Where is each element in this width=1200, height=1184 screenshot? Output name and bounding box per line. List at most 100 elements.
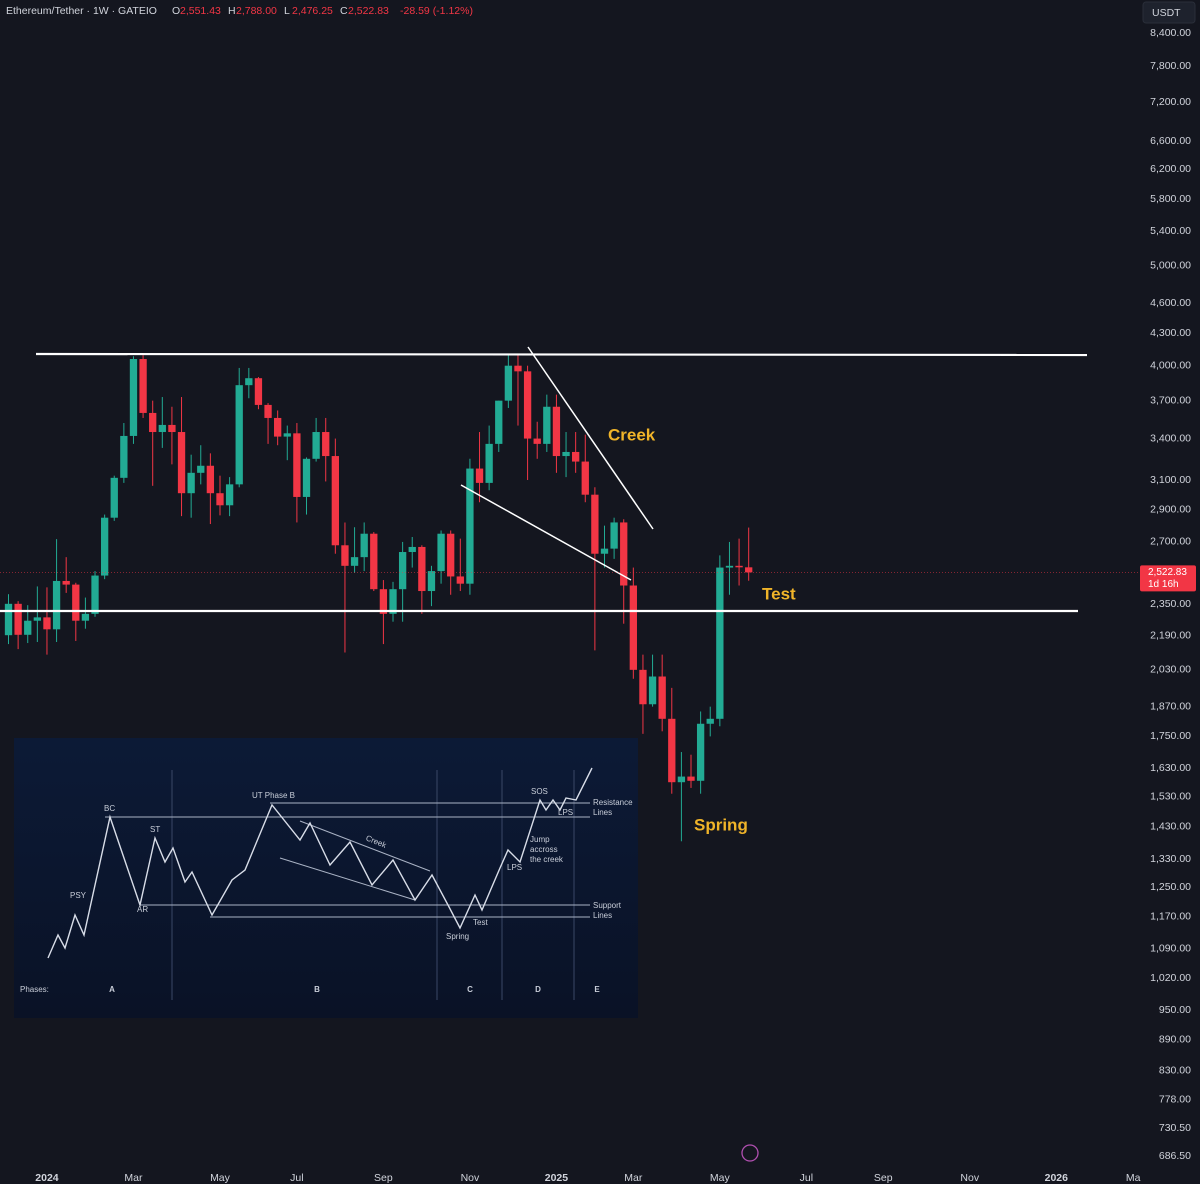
candle-body xyxy=(254,378,263,405)
symbol: Ethereum/Tether · 1W · GATEIO xyxy=(6,5,157,17)
x-tick-label: Nov xyxy=(461,1172,480,1184)
inset-event-label: ST xyxy=(150,825,160,834)
candle-body xyxy=(293,433,301,497)
inset-event-label: UT Phase B xyxy=(252,791,295,800)
inset-event-label: AR xyxy=(137,905,148,914)
y-tick-label: 2,700.00 xyxy=(1150,536,1191,548)
y-tick-label: 3,400.00 xyxy=(1150,432,1191,444)
candle-body xyxy=(370,533,378,590)
candle-body xyxy=(533,438,541,444)
inset-line-label: Resistance xyxy=(593,798,633,807)
candle-body xyxy=(91,575,99,614)
candle-body xyxy=(581,461,589,495)
candle-body xyxy=(264,404,272,418)
candle-body xyxy=(389,589,397,614)
candle-body xyxy=(437,533,445,572)
price-label-box xyxy=(1140,565,1196,592)
candle-body xyxy=(331,456,339,546)
candle-body xyxy=(475,468,484,483)
currency: USDT xyxy=(1152,7,1181,19)
y-tick-label: 2,350.00 xyxy=(1150,598,1191,610)
candle-body xyxy=(629,585,637,670)
candle-body xyxy=(745,567,753,573)
inset-phases-label: Phases: xyxy=(20,985,49,994)
y-tick-label: 1,090.00 xyxy=(1150,942,1191,954)
ohlc-value: 2,522.83 xyxy=(348,5,389,17)
candle-body xyxy=(648,676,657,705)
change: -28.59 (-1.12%) xyxy=(400,5,473,17)
candle-body xyxy=(456,576,464,584)
candles xyxy=(4,353,753,842)
currency-box xyxy=(1142,1,1196,24)
candle-body xyxy=(572,451,580,462)
price-axis-panel xyxy=(1138,0,1200,1184)
x-tick-label: Jul xyxy=(290,1172,303,1184)
inset-event-label: SOS xyxy=(531,787,548,796)
candle-body xyxy=(177,432,186,494)
y-tick-label: 3,700.00 xyxy=(1150,394,1191,406)
y-tick-label: 1,630.00 xyxy=(1150,762,1191,774)
candle-body xyxy=(379,589,388,614)
candle-body xyxy=(216,493,224,506)
candle-body xyxy=(274,417,282,437)
y-tick-label: 6,200.00 xyxy=(1150,163,1191,175)
candle-body xyxy=(245,378,253,386)
inset-event-label: accross xyxy=(530,845,558,854)
inset-line-label: Support xyxy=(593,901,622,910)
candle-body xyxy=(4,603,13,636)
y-tick-label: 5,400.00 xyxy=(1150,225,1191,237)
inset-event-label: Jump xyxy=(530,835,550,844)
y-tick-label: 686.50 xyxy=(1159,1150,1191,1162)
countdown: 1d 16h xyxy=(1148,579,1179,590)
candle-body xyxy=(120,435,128,478)
candle-body xyxy=(495,400,503,444)
candle-body xyxy=(110,477,118,518)
y-tick-label: 2,190.00 xyxy=(1150,630,1191,642)
header: Ethereum/Tether · 1W · GATEIO O 2,551.43 H… xyxy=(6,5,473,17)
candle-body xyxy=(677,776,686,783)
inset-event-label: LPS xyxy=(507,863,522,872)
y-tick-label: 2,030.00 xyxy=(1150,664,1191,676)
x-tick-label: Nov xyxy=(960,1172,979,1184)
inset-phase: D xyxy=(535,985,541,994)
candle-body xyxy=(168,424,176,433)
creek-line xyxy=(527,346,654,530)
x-tick-label: May xyxy=(210,1172,231,1184)
candle-body xyxy=(716,567,724,719)
ohlc-key: O xyxy=(172,5,180,17)
candle-body xyxy=(197,465,205,473)
candle-body xyxy=(149,412,157,433)
ohlc-key: L xyxy=(284,5,290,17)
candle-body xyxy=(14,603,22,635)
candle-body xyxy=(504,365,513,401)
y-tick-label: 4,000.00 xyxy=(1150,359,1191,371)
candle-body xyxy=(591,494,599,554)
candle-body xyxy=(408,546,416,553)
y-tick-label: 1,750.00 xyxy=(1150,730,1191,742)
candle-body xyxy=(696,723,705,781)
candle-body xyxy=(418,546,426,592)
inset-phase: B xyxy=(314,985,320,994)
candle-body xyxy=(485,443,493,483)
candle-body xyxy=(81,613,90,621)
candle-body xyxy=(24,620,32,635)
candle-body xyxy=(639,669,647,705)
candle-body xyxy=(398,552,407,590)
candle-body xyxy=(43,617,51,630)
inset-phase: A xyxy=(109,985,115,994)
ohlc-key: C xyxy=(340,5,348,17)
event-icon xyxy=(741,1144,759,1162)
candle-body xyxy=(620,522,628,586)
x-tick-label: Sep xyxy=(874,1172,893,1184)
y-tick-label: 1,430.00 xyxy=(1150,821,1191,833)
candle-body xyxy=(350,557,359,566)
x-tick-label: 2026 xyxy=(1045,1172,1069,1184)
ohlc-value: 2,551.43 xyxy=(180,5,221,17)
y-tick-label: 6,600.00 xyxy=(1150,135,1191,147)
candle-body xyxy=(687,776,695,781)
x-tick-label: Jul xyxy=(800,1172,813,1184)
candle-body xyxy=(225,484,234,506)
